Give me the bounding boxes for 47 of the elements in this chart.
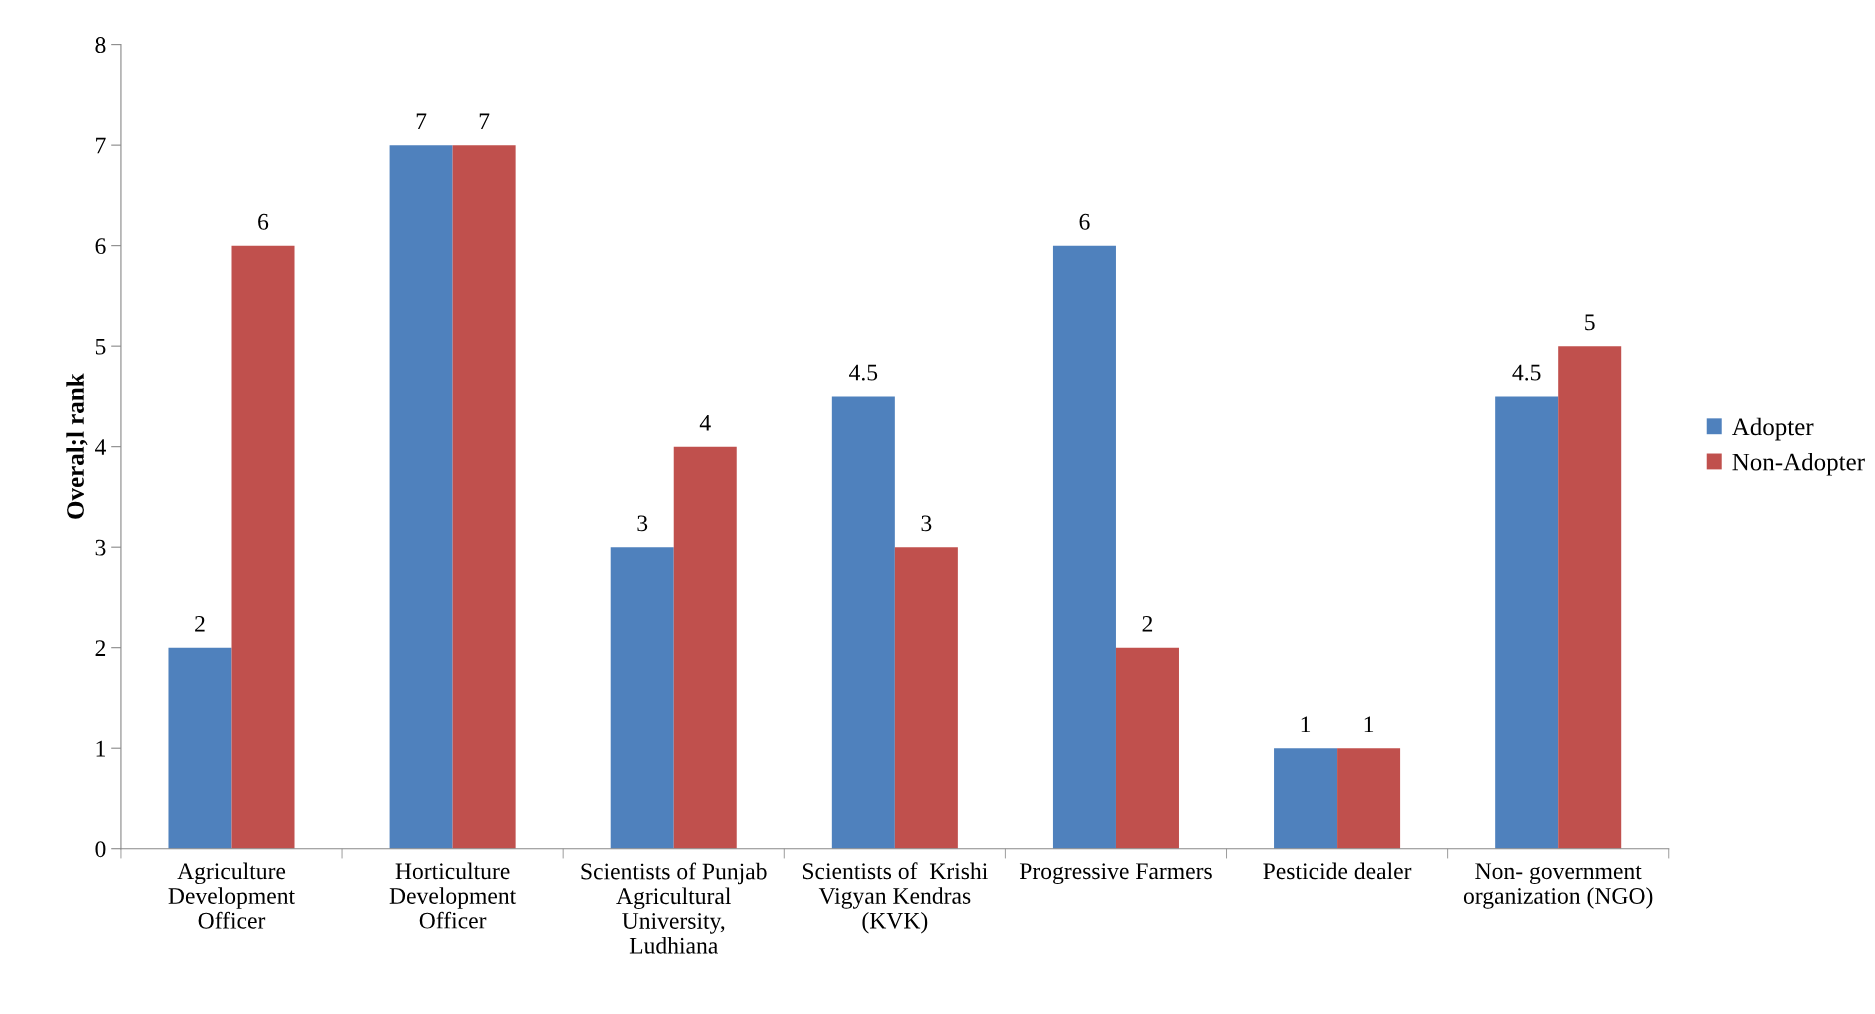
y-tick-label: 1 — [96, 740, 105, 757]
y-tick-label: 0 — [95, 841, 106, 858]
bar — [231, 245, 295, 849]
bar — [168, 647, 232, 849]
bar — [1495, 396, 1559, 849]
y-tick-label: 6 — [95, 238, 106, 255]
x-tick-label: Pesticide dealer — [1263, 862, 1412, 880]
data-label: 7 — [416, 113, 427, 129]
x-tick-label: Horticulture Development Officer — [389, 862, 517, 929]
bar — [894, 547, 958, 849]
data-label: 6 — [1079, 213, 1090, 230]
x-tick-label: Scientists of Krishi Vigyan Kendras (KVK) — [802, 862, 988, 934]
data-label: 1 — [1301, 716, 1311, 733]
legend-label: Adopter — [1731, 417, 1814, 441]
data-label: 2 — [195, 615, 205, 632]
bar — [831, 396, 895, 849]
x-tick-label: Agriculture Development Officer — [168, 862, 295, 929]
bar — [1052, 245, 1116, 849]
data-label: 5 — [1585, 314, 1595, 331]
x-tick-label: Non- government organization (NGO) — [1463, 863, 1653, 909]
bar — [1274, 748, 1338, 849]
bar — [389, 145, 453, 849]
bar — [673, 446, 737, 849]
data-label: 7 — [479, 113, 490, 129]
y-tick-label: 4 — [95, 439, 106, 455]
y-axis-title: Overal;l rank — [66, 373, 88, 519]
x-tick-label: Progressive Farmers — [1019, 863, 1212, 885]
data-label: 3 — [921, 515, 932, 532]
data-label: 3 — [637, 515, 648, 532]
y-tick-label: 8 — [95, 37, 106, 54]
bar — [610, 547, 674, 849]
legend-label: Non-Adopter — [1732, 452, 1865, 476]
y-tick-label: 7 — [96, 137, 106, 154]
bar — [1558, 346, 1622, 849]
bar — [452, 145, 516, 849]
y-tick-label: 3 — [95, 539, 106, 556]
data-label: 2 — [1142, 615, 1153, 632]
data-label: 4.5 — [1512, 364, 1541, 381]
bar — [1115, 647, 1179, 849]
bar — [1337, 748, 1401, 849]
data-label: 4 — [699, 414, 711, 431]
x-tick-label: Scientists of Punjab Agricultural University, Ludhiana — [581, 862, 767, 954]
data-label: 6 — [258, 213, 269, 230]
y-tick-label: 5 — [95, 338, 106, 355]
data-label: 4.5 — [849, 364, 878, 381]
y-tick-label: 2 — [95, 640, 106, 656]
data-label: 1 — [1364, 716, 1374, 733]
